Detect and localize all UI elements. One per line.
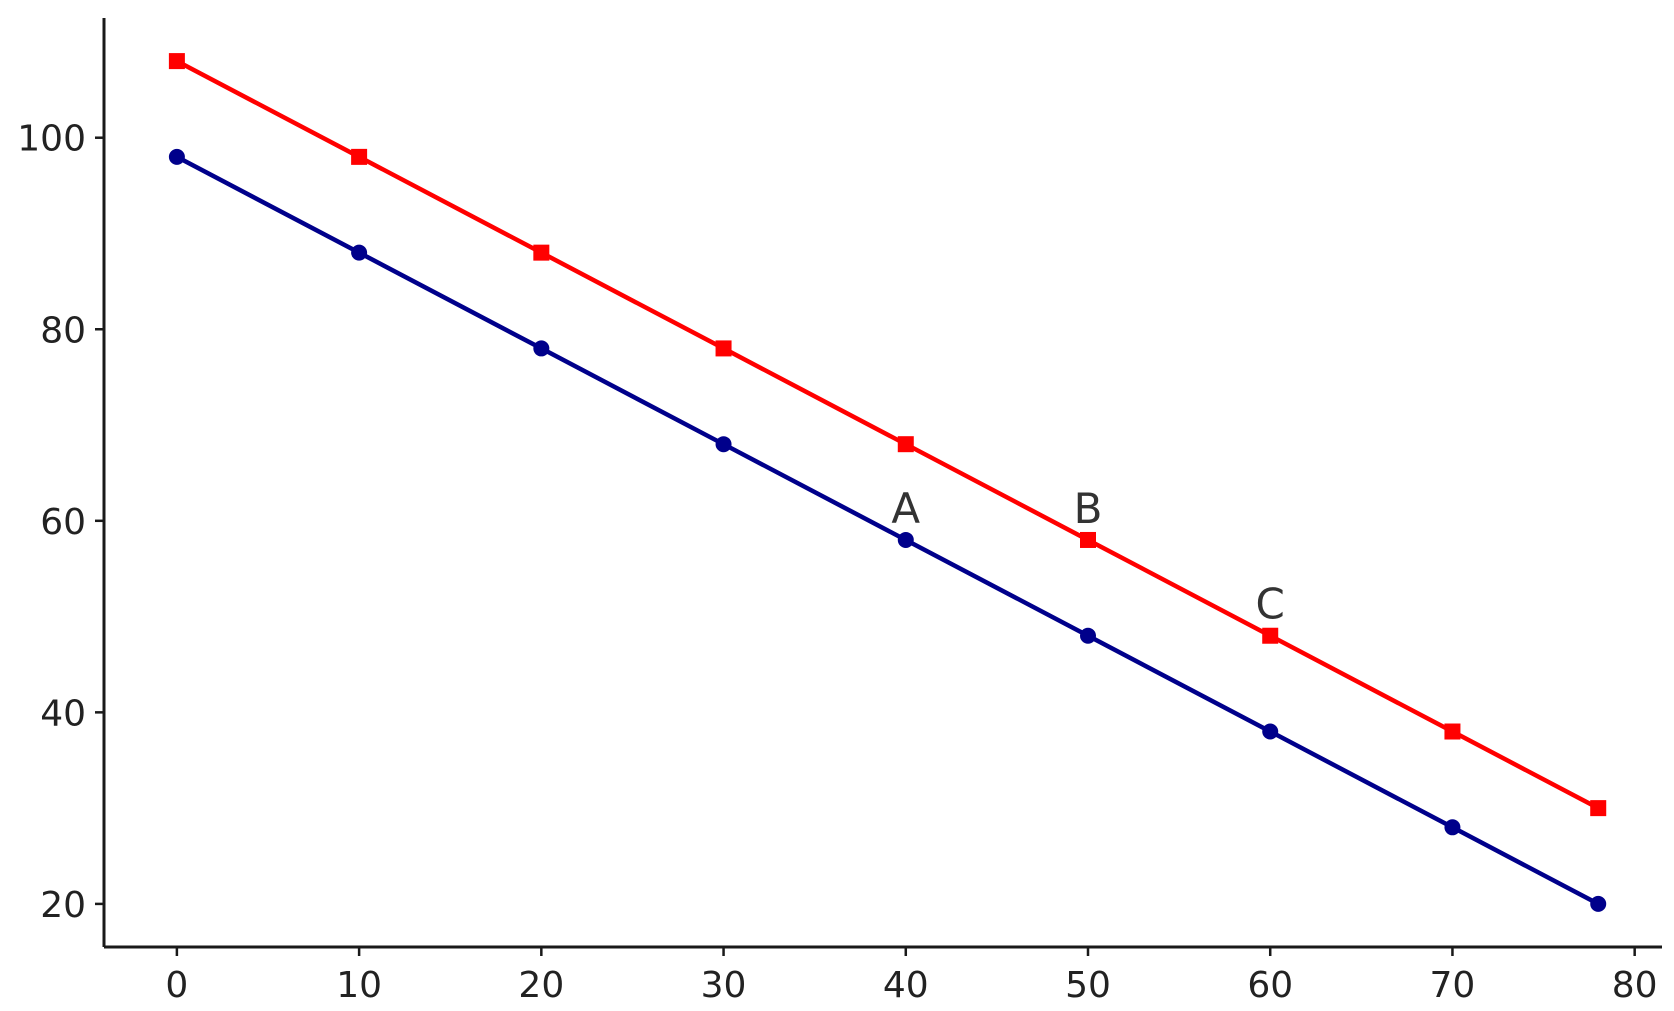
- data-point-circle: [897, 531, 914, 548]
- x-tick-label: 30: [701, 965, 747, 1006]
- data-point-circle: [1080, 627, 1096, 644]
- point-annotation: C: [1256, 580, 1285, 629]
- data-point-circle: [715, 436, 732, 453]
- data-point-square: [715, 340, 732, 357]
- point-annotation: A: [891, 484, 920, 533]
- data-point-circle: [1444, 819, 1461, 836]
- series-layer: [168, 53, 1607, 912]
- data-point-square: [1080, 531, 1096, 548]
- x-tick-label: 70: [1430, 965, 1476, 1006]
- data-point-square: [533, 244, 550, 261]
- x-tick-label: 60: [1247, 965, 1293, 1006]
- x-tick-label: 0: [165, 965, 188, 1006]
- y-tick-label: 20: [40, 885, 86, 926]
- series-line: [175, 154, 1600, 906]
- data-point-circle: [168, 148, 185, 165]
- data-point-square: [1262, 627, 1279, 644]
- x-tick-label: 80: [1612, 965, 1658, 1006]
- y-tick-label: 60: [40, 502, 86, 543]
- y-axis-ticks: 20 40 60 80 100: [17, 119, 104, 926]
- data-point-square: [351, 148, 368, 165]
- data-point-square: [168, 53, 185, 70]
- x-tick-label: 40: [883, 965, 929, 1006]
- x-tick-label: 10: [336, 965, 382, 1006]
- x-tick-label: 20: [518, 965, 564, 1006]
- x-tick-label: 50: [1065, 965, 1111, 1006]
- data-point-square: [1590, 800, 1607, 817]
- plot-area: 0 10 20 30 40 50 60 70 80 20 40 60 80 100 A B C: [17, 18, 1662, 1006]
- x-axis-ticks: 0 10 20 30 40 50 60 70 80: [165, 947, 1658, 1006]
- y-tick-label: 80: [40, 310, 86, 351]
- series-line: [175, 59, 1600, 811]
- data-point-circle: [1590, 895, 1607, 912]
- y-tick-label: 100: [17, 119, 86, 160]
- annotation-layer: A B C: [891, 484, 1284, 629]
- data-point-circle: [1262, 723, 1279, 740]
- point-annotation: B: [1074, 484, 1103, 533]
- data-point-square: [1444, 723, 1461, 740]
- series-0: [168, 53, 1607, 817]
- data-point-circle: [351, 244, 368, 261]
- data-point-square: [897, 436, 914, 453]
- y-tick-label: 40: [40, 693, 86, 734]
- data-point-circle: [533, 340, 550, 357]
- series-1: [168, 148, 1607, 912]
